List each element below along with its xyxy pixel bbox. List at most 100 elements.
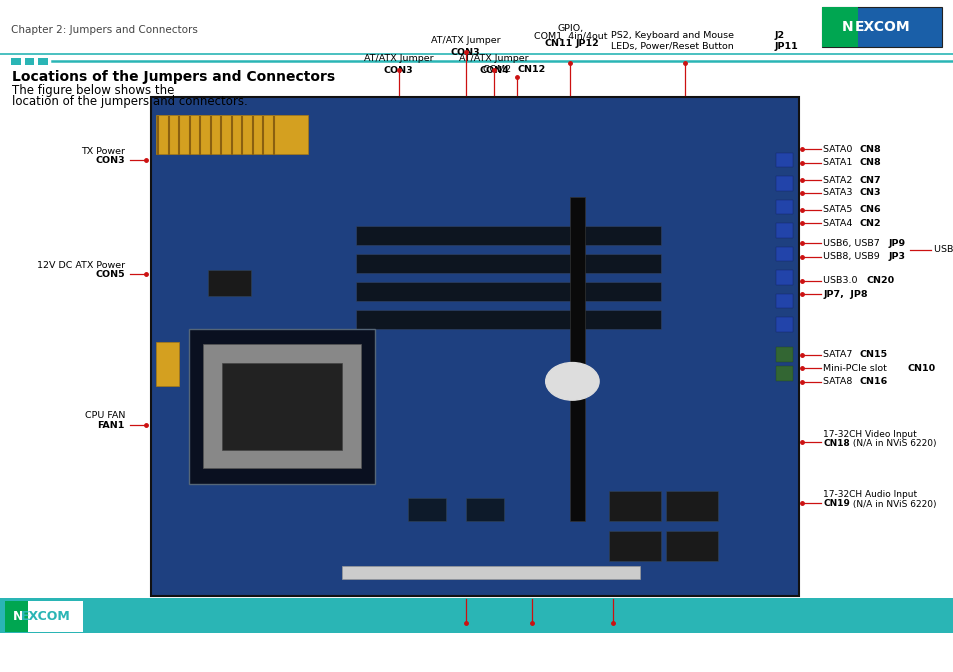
- FancyBboxPatch shape: [775, 153, 792, 167]
- FancyBboxPatch shape: [408, 498, 446, 521]
- Text: Chapter 2: Jumpers and Connectors: Chapter 2: Jumpers and Connectors: [11, 26, 198, 35]
- Text: (N/A in NViS 6220): (N/A in NViS 6220): [620, 634, 711, 643]
- Text: 17-32CH Audio Input: 17-32CH Audio Input: [822, 490, 917, 499]
- Text: JP7,  JP8: JP7, JP8: [822, 290, 867, 299]
- Text: FAN1: FAN1: [97, 421, 125, 430]
- FancyBboxPatch shape: [355, 282, 660, 301]
- Text: CON3: CON3: [450, 48, 480, 56]
- Text: CN3: CN3: [859, 188, 881, 198]
- Text: Copyright © 2012 NEXCOM International Co., Ltd. All rights reserved: Copyright © 2012 NEXCOM International Co…: [11, 647, 322, 657]
- Text: JP11: JP11: [774, 42, 798, 51]
- Text: CON3: CON3: [95, 156, 125, 165]
- Text: CON5: CON5: [95, 270, 125, 280]
- FancyBboxPatch shape: [775, 317, 792, 332]
- Text: USB8, USB9: USB8, USB9: [822, 252, 885, 261]
- FancyBboxPatch shape: [608, 531, 660, 561]
- Text: JP14: JP14: [520, 634, 543, 643]
- Text: SATA7: SATA7: [822, 350, 858, 360]
- FancyBboxPatch shape: [341, 566, 639, 579]
- FancyBboxPatch shape: [0, 598, 953, 633]
- Text: location of the jumpers and connectors.: location of the jumpers and connectors.: [12, 95, 248, 108]
- FancyBboxPatch shape: [775, 200, 792, 214]
- FancyBboxPatch shape: [570, 197, 584, 521]
- Text: SATA5: SATA5: [822, 205, 858, 214]
- FancyBboxPatch shape: [203, 345, 360, 468]
- FancyBboxPatch shape: [155, 115, 308, 154]
- FancyBboxPatch shape: [665, 491, 718, 521]
- Text: CN18: CN18: [822, 439, 849, 448]
- Text: CN15: CN15: [859, 350, 886, 360]
- Text: 12V DC ATX Power: 12V DC ATX Power: [37, 261, 125, 270]
- Text: CON4: CON4: [478, 66, 509, 75]
- FancyBboxPatch shape: [355, 226, 660, 245]
- Text: SATA4: SATA4: [822, 218, 858, 228]
- Text: AT/ATX Jumper: AT/ATX Jumper: [459, 54, 528, 63]
- FancyBboxPatch shape: [355, 310, 660, 329]
- FancyBboxPatch shape: [208, 394, 251, 421]
- Text: USB6, USB7: USB6, USB7: [933, 245, 953, 255]
- Text: LEDs, Power/Reset Button: LEDs, Power/Reset Button: [610, 42, 739, 51]
- Text: EXCOM: EXCOM: [854, 20, 909, 34]
- FancyBboxPatch shape: [355, 254, 660, 273]
- FancyBboxPatch shape: [5, 601, 29, 632]
- Text: COM2: COM2: [482, 65, 517, 74]
- Text: CN8: CN8: [859, 144, 881, 154]
- Text: J2: J2: [774, 32, 784, 40]
- Text: CPU FAN: CPU FAN: [85, 411, 125, 421]
- Text: JP3: JP3: [887, 252, 904, 261]
- Text: CN20: CN20: [865, 276, 893, 286]
- Text: CN16: CN16: [859, 377, 887, 386]
- FancyBboxPatch shape: [5, 601, 83, 632]
- FancyBboxPatch shape: [775, 366, 792, 381]
- Text: USB6, USB7: USB6, USB7: [822, 239, 885, 248]
- FancyBboxPatch shape: [25, 58, 34, 65]
- FancyBboxPatch shape: [608, 491, 660, 521]
- Text: TX Power: TX Power: [81, 146, 125, 156]
- FancyBboxPatch shape: [775, 223, 792, 238]
- Text: AT/ATX Jumper: AT/ATX Jumper: [364, 54, 433, 63]
- FancyBboxPatch shape: [821, 7, 941, 47]
- FancyBboxPatch shape: [265, 351, 298, 372]
- FancyBboxPatch shape: [0, 633, 953, 672]
- Circle shape: [545, 363, 598, 401]
- Text: SATA1: SATA1: [822, 158, 858, 167]
- FancyBboxPatch shape: [775, 176, 792, 191]
- Text: SATA8: SATA8: [822, 377, 858, 386]
- Text: 1-16CH Video Input: 1-16CH Video Input: [567, 626, 659, 635]
- FancyBboxPatch shape: [465, 498, 503, 521]
- Text: CN17: CN17: [594, 634, 622, 643]
- FancyBboxPatch shape: [151, 97, 799, 596]
- Text: (N/A in NViS 6220): (N/A in NViS 6220): [849, 499, 936, 509]
- FancyBboxPatch shape: [775, 247, 792, 261]
- FancyBboxPatch shape: [11, 58, 21, 65]
- Text: Locations of the Jumpers and Connectors: Locations of the Jumpers and Connectors: [12, 70, 335, 83]
- FancyBboxPatch shape: [821, 7, 857, 47]
- Text: The figure below shows the: The figure below shows the: [12, 84, 174, 97]
- Text: N: N: [12, 610, 23, 623]
- Text: COM1  4in/4out: COM1 4in/4out: [533, 32, 607, 40]
- FancyBboxPatch shape: [38, 58, 48, 65]
- Text: N/A in: N/A in: [451, 626, 479, 635]
- Text: JP9: JP9: [887, 239, 904, 248]
- Text: AT/ATX Jumper: AT/ATX Jumper: [431, 36, 499, 45]
- FancyBboxPatch shape: [775, 294, 792, 308]
- FancyBboxPatch shape: [775, 270, 792, 285]
- Text: PS2, Keyboard and Mouse: PS2, Keyboard and Mouse: [610, 32, 739, 40]
- FancyBboxPatch shape: [208, 269, 251, 296]
- Text: CN7: CN7: [859, 175, 881, 185]
- Text: CN12: CN12: [517, 65, 545, 74]
- Text: CN19: CN19: [822, 499, 849, 509]
- Text: Mini-PCIe slot: Mini-PCIe slot: [822, 364, 892, 373]
- Text: NViS 6210 / 6220 User Manual: NViS 6210 / 6220 User Manual: [804, 647, 942, 657]
- Text: CON3: CON3: [383, 66, 414, 75]
- Text: NViS 6220: NViS 6220: [440, 634, 490, 643]
- FancyBboxPatch shape: [155, 342, 179, 386]
- Text: EXCOM: EXCOM: [21, 610, 71, 623]
- Text: USB3.0: USB3.0: [822, 276, 862, 286]
- Text: SATA0: SATA0: [822, 144, 858, 154]
- Text: 22: 22: [470, 647, 483, 657]
- Text: 17-32CH Video Input: 17-32CH Video Input: [822, 429, 916, 439]
- FancyBboxPatch shape: [665, 531, 718, 561]
- Text: CN10: CN10: [906, 364, 934, 373]
- FancyBboxPatch shape: [222, 363, 341, 450]
